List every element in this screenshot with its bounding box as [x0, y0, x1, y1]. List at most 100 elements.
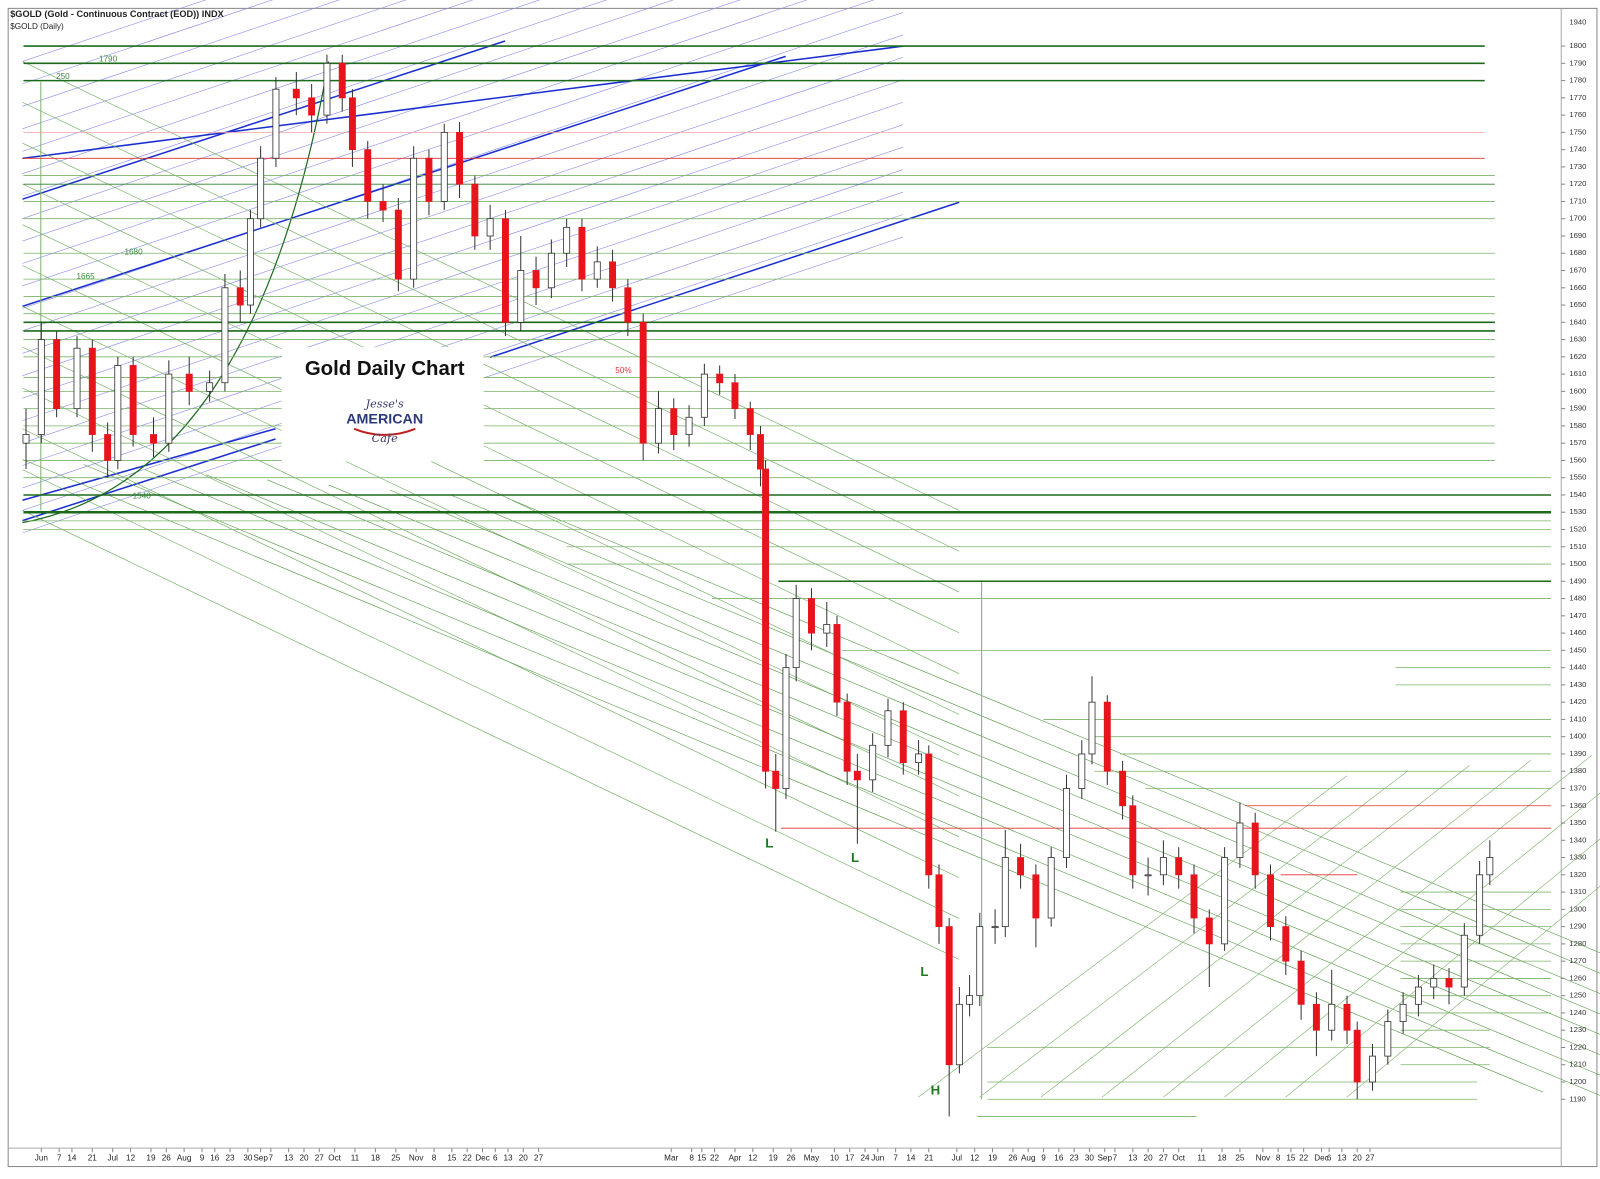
candle-body — [440, 131, 448, 202]
axes: 1190120012101220123012401250126012701280… — [35, 18, 1587, 1163]
trend-line — [83, 464, 1600, 1096]
x-tick-label: Aug — [177, 1154, 192, 1163]
x-tick-label: 8 — [689, 1154, 694, 1163]
candle-body — [843, 701, 851, 772]
candle-body — [1445, 978, 1453, 988]
candle-body — [1460, 934, 1468, 988]
candle-body — [853, 770, 861, 781]
candle-body — [782, 667, 790, 789]
y-tick-label: 1530 — [1569, 507, 1586, 516]
x-tick-label: 22 — [1299, 1154, 1309, 1163]
x-tick-label: 7 — [269, 1154, 274, 1163]
trend-line — [1101, 760, 1531, 1098]
y-tick-label: 1400 — [1569, 732, 1586, 741]
y-tick-label: 1520 — [1569, 525, 1586, 534]
candle-body — [88, 347, 96, 435]
trend-line — [22, 0, 274, 85]
candle-body — [1353, 1029, 1361, 1083]
y-tick-label: 1240 — [1569, 1008, 1586, 1017]
y-tick-label: 1360 — [1569, 801, 1586, 810]
title-box — [281, 347, 484, 462]
x-tick-label: 26 — [162, 1154, 172, 1163]
candle-body — [236, 287, 244, 306]
annotation: 1680 — [124, 247, 143, 256]
y-tick-label: 1190 — [1569, 1094, 1585, 1103]
y-tick-label: 1570 — [1569, 438, 1586, 447]
candle-body — [915, 753, 923, 763]
x-tick-label: 13 — [503, 1154, 513, 1163]
trend-line — [22, 40, 506, 200]
candle-body — [991, 926, 999, 929]
y-tick-label: 1560 — [1569, 455, 1586, 464]
candle-body — [925, 753, 933, 876]
candle-body — [1328, 1003, 1336, 1031]
candle-body — [884, 710, 892, 746]
x-tick-label: 20 — [1144, 1154, 1154, 1163]
x-tick-label: Jul — [952, 1154, 963, 1163]
candle-body — [1369, 1055, 1376, 1083]
y-tick-label: 1750 — [1569, 127, 1586, 136]
candle-body — [945, 926, 953, 1066]
y-tick-label: 1330 — [1569, 853, 1586, 862]
x-tick-label: 25 — [1235, 1154, 1245, 1163]
x-tick-label: 8 — [1276, 1154, 1281, 1163]
trend-line — [22, 0, 474, 152]
y-tick-label: 1320 — [1569, 870, 1586, 879]
x-tick-label: 21 — [924, 1154, 934, 1163]
candle-body — [221, 287, 229, 384]
candle-body — [364, 149, 372, 202]
x-tick-label: 23 — [1070, 1154, 1080, 1163]
candle-body — [394, 209, 402, 280]
candle-body — [292, 88, 300, 99]
candle-body — [593, 261, 601, 280]
candle-body — [486, 218, 494, 237]
candle-body — [104, 434, 112, 461]
candle-body — [624, 287, 632, 323]
trend-line — [22, 469, 960, 919]
candle-body — [1159, 857, 1167, 876]
trend-line — [1163, 755, 1593, 1098]
x-tick-label: 22 — [463, 1154, 473, 1163]
x-tick-label: 12 — [748, 1154, 758, 1163]
y-tick-label: 1310 — [1569, 887, 1586, 896]
y-tick-label: 1500 — [1569, 559, 1586, 568]
trend-line — [22, 61, 960, 511]
x-tick-label: Sep — [253, 1154, 268, 1163]
annotation: L — [851, 850, 859, 865]
candle-body — [1486, 857, 1494, 876]
trend-line — [389, 489, 1600, 994]
candle-body — [348, 97, 356, 151]
candle-body — [792, 598, 800, 669]
x-tick-label: 19 — [988, 1154, 998, 1163]
annotation: L — [920, 964, 928, 979]
candle-body — [165, 373, 173, 444]
trend-line — [22, 510, 960, 960]
trend-line — [22, 55, 786, 308]
candle-body — [456, 131, 464, 185]
candle-body — [1001, 857, 1009, 928]
x-tick-label: 11 — [351, 1154, 360, 1163]
y-tick-label: 1790 — [1569, 58, 1586, 67]
x-tick-label: 27 — [1365, 1154, 1375, 1163]
x-tick-label: Nov — [409, 1154, 424, 1163]
candle-body — [746, 408, 754, 435]
x-tick-label: 22 — [710, 1154, 720, 1163]
candle-body — [246, 218, 254, 306]
y-tick-label: 1450 — [1569, 645, 1586, 654]
candle-body — [731, 382, 739, 410]
x-tick-label: 15 — [447, 1154, 457, 1163]
x-tick-label: 7 — [1113, 1154, 1118, 1163]
candle-body — [1282, 926, 1290, 962]
trend-line — [22, 57, 904, 354]
y-tick-label: 1490 — [1569, 576, 1586, 585]
x-tick-label: Jun — [871, 1154, 884, 1163]
candle-body — [1251, 822, 1259, 876]
y-tick-label: 1380 — [1569, 766, 1586, 775]
candle-body — [379, 201, 387, 211]
annotation: 1790 — [99, 55, 118, 64]
trend-line — [206, 474, 1600, 1056]
y-tick-label: 1410 — [1569, 714, 1586, 723]
trend-line — [22, 101, 904, 399]
candle-body — [37, 339, 45, 435]
trend-line — [22, 306, 960, 756]
